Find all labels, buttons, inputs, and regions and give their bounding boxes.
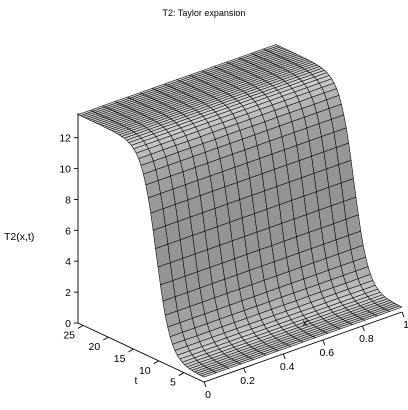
x-ticks: 0 0.2 0.4 0.6 0.8 1 xyxy=(203,311,408,401)
t-axis-line xyxy=(77,322,205,383)
chart-title: T2: Taylor expansion xyxy=(163,8,246,18)
t-tick-label: 20 xyxy=(89,341,101,353)
x-tick-label: 0.8 xyxy=(359,333,374,345)
x-tick-mark xyxy=(322,339,326,346)
z-ticks: 0 2 4 6 8 10 12 xyxy=(59,133,78,330)
t-tick-mark xyxy=(77,324,84,329)
t-tick-label: 10 xyxy=(139,365,151,377)
x-axis-label: x xyxy=(302,317,308,329)
z-axis-label: T2(x,t) xyxy=(4,231,34,243)
x-tick-mark xyxy=(243,367,247,374)
t-tick-mark xyxy=(178,372,185,376)
x-tick-label: 0.2 xyxy=(240,375,255,387)
t-tick-label: 15 xyxy=(114,353,126,365)
z-tick-label: 6 xyxy=(65,225,71,237)
x-tick-label: 0 xyxy=(205,389,211,401)
t-tick-mark xyxy=(103,336,109,341)
axes xyxy=(77,113,403,383)
x-tick-mark xyxy=(401,311,405,318)
x-tick-mark xyxy=(203,381,207,388)
z-tick-label: 4 xyxy=(65,256,71,268)
x-tick-mark xyxy=(361,325,365,332)
z-tick-label: 0 xyxy=(65,318,71,330)
t-tick-label: 5 xyxy=(170,377,176,389)
z-tick-label: 10 xyxy=(59,164,71,176)
t-tick-mark xyxy=(128,348,134,353)
surface-cell xyxy=(386,305,403,312)
surface-mesh xyxy=(77,44,403,378)
x-tick-label: 0.6 xyxy=(319,347,334,359)
t-tick-mark xyxy=(153,360,159,365)
t-ticks: 5 10 15 20 25 xyxy=(63,324,185,389)
z-tick-label: 8 xyxy=(65,194,71,206)
z-tick-label: 2 xyxy=(65,287,71,299)
t-tick-label: 25 xyxy=(63,329,75,341)
x-tick-mark xyxy=(282,353,286,360)
t-axis-label: t xyxy=(135,375,138,387)
x-tick-label: 1 xyxy=(403,319,408,331)
x-axis-line xyxy=(203,311,403,383)
z-tick-label: 12 xyxy=(59,133,71,145)
x-tick-label: 0.4 xyxy=(280,361,295,373)
